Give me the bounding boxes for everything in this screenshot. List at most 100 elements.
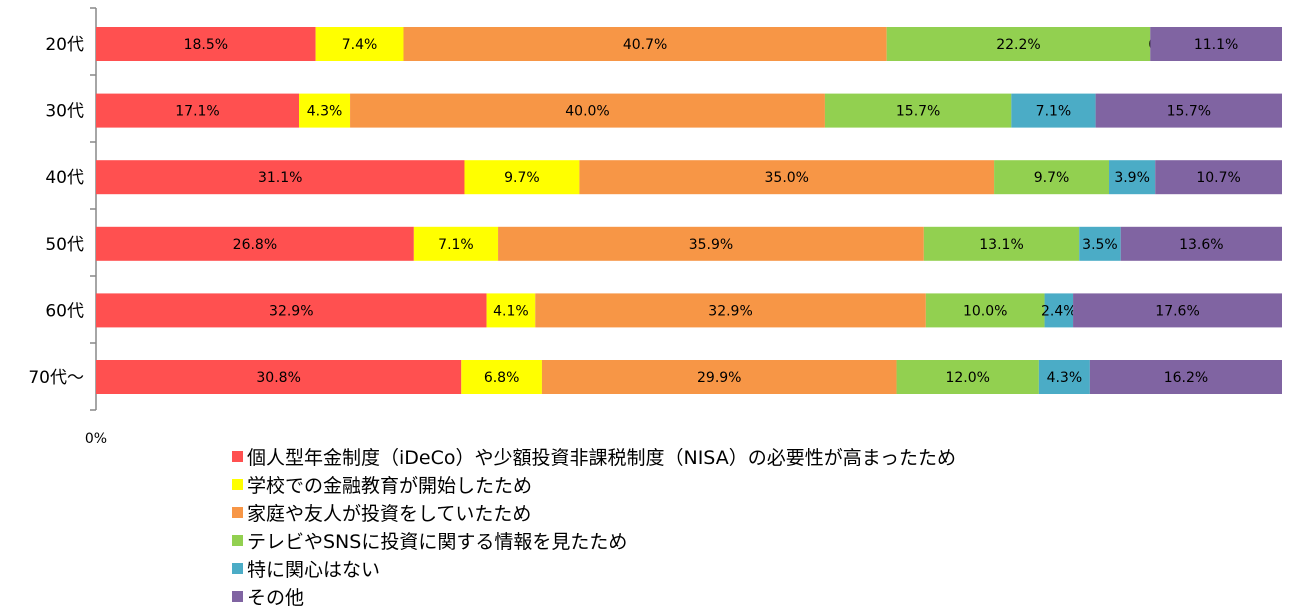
data-label-4-1: 4.1% [493, 303, 529, 319]
bar-segment-3-5 [1120, 226, 1282, 261]
data-label-5-1: 6.8% [484, 370, 520, 386]
bar-segment-3-4 [1079, 226, 1121, 261]
bar-segment-5-4 [1038, 360, 1090, 394]
bar-segment-2-1 [464, 160, 580, 195]
bar-segment-4-0 [96, 293, 487, 328]
bar-segment-3-1 [413, 226, 499, 261]
legend-item-4: 特に関心はない [232, 554, 956, 582]
legend-label-3: テレビやSNSに投資に関する情報を見たため [247, 530, 628, 553]
legend-swatch-0 [232, 450, 243, 462]
bar-segment-2-3 [994, 160, 1110, 195]
bar-segment-5-3 [896, 360, 1039, 394]
category-label-4: 60代 [45, 301, 84, 321]
legend-label-5: その他 [247, 586, 305, 609]
bar-segment-2-4 [1109, 160, 1156, 195]
x-tick-label-0: 0% [85, 431, 107, 447]
data-label-4-5: 17.6% [1155, 303, 1199, 319]
data-label-3-0: 26.8% [233, 237, 277, 253]
data-label-1-4: 7.1% [1036, 104, 1072, 120]
legend-swatch-3 [232, 534, 243, 546]
bar-segment-1-1 [299, 93, 351, 128]
bar-segment-1-3 [824, 93, 1012, 128]
data-label-3-1: 7.1% [438, 237, 474, 253]
legend-label-4: 特に関心はない [247, 558, 381, 581]
data-label-2-0: 31.1% [258, 170, 302, 186]
data-label-3-3: 13.1% [979, 237, 1023, 253]
legend-swatch-2 [232, 506, 243, 518]
bar-segment-3-3 [923, 226, 1080, 261]
legend-swatch-5 [232, 590, 243, 602]
bar-segment-4-2 [535, 293, 926, 328]
data-label-1-3: 15.7% [896, 104, 940, 120]
data-label-5-3: 12.0% [945, 370, 989, 386]
category-labels: 20代 30代 40代 50代 60代 70代～ [28, 35, 84, 388]
data-label-4-3: 10.0% [963, 303, 1007, 319]
bar-segment-5-5 [1089, 360, 1282, 394]
bar-segment-5-0 [96, 360, 462, 394]
data-label-5-2: 29.9% [697, 370, 741, 386]
data-label-3-5: 13.6% [1179, 237, 1223, 253]
data-label-2-1: 9.7% [504, 170, 540, 186]
data-label-3-2: 35.9% [689, 237, 733, 253]
category-label-0: 20代 [45, 35, 84, 55]
legend-label-0: 個人型年金制度（iDeCo）や少額投資非課税制度（NISA）の必要性が高まったた… [247, 446, 956, 469]
bar-segment-1-2 [350, 93, 825, 128]
y-axis-ticks [90, 7, 96, 411]
bar-segment-4-1 [486, 293, 536, 328]
bar-segment-3-2 [498, 226, 924, 261]
data-label-2-2: 35.0% [765, 170, 809, 186]
bar-segment-4-4 [1044, 293, 1074, 328]
data-label-5-5: 16.2% [1164, 370, 1208, 386]
legend-label-2: 家庭や友人が投資をしていたため [247, 502, 532, 525]
category-label-3: 50代 [45, 235, 84, 255]
legend-item-3: テレビやSNSに投資に関する情報を見たため [232, 526, 956, 554]
data-label-4-2: 32.9% [708, 303, 752, 319]
bar-segment-0-3 [886, 27, 1151, 61]
bars-group: 18.5%7.4%40.7%22.2%0.0%11.1%17.1%4.3%40.… [96, 27, 1282, 394]
legend: 個人型年金制度（iDeCo）や少額投資非課税制度（NISA）の必要性が高まったた… [232, 442, 956, 610]
bar-segment-0-1 [315, 27, 404, 61]
data-label-1-1: 4.3% [307, 104, 343, 120]
bar-segment-1-4 [1011, 93, 1096, 128]
data-label-1-2: 40.0% [565, 104, 609, 120]
data-label-0-3: 22.2% [996, 37, 1040, 53]
bar-segment-1-0 [96, 93, 300, 128]
legend-label-1: 学校での金融教育が開始したため [247, 474, 533, 497]
data-label-4-4: 2.4% [1041, 303, 1077, 319]
data-label-0-1: 7.4% [342, 37, 378, 53]
bar-segment-4-5 [1073, 293, 1282, 328]
bar-segment-2-5 [1155, 160, 1282, 195]
bar-segment-3-0 [96, 226, 414, 261]
bar-segment-2-0 [96, 160, 465, 195]
bar-segment-0-2 [403, 27, 887, 61]
data-label-1-5: 15.7% [1167, 104, 1211, 120]
category-label-5: 70代～ [28, 368, 84, 388]
bar-segment-4-3 [925, 293, 1045, 328]
data-label-0-5: 11.1% [1194, 37, 1238, 53]
bar-segment-0-5 [1150, 27, 1282, 61]
data-label-2-3: 9.7% [1034, 170, 1070, 186]
legend-swatch-4 [232, 562, 243, 574]
legend-item-0: 個人型年金制度（iDeCo）や少額投資非課税制度（NISA）の必要性が高まったた… [232, 442, 956, 470]
bar-segment-5-1 [461, 360, 542, 394]
bar-segment-2-2 [579, 160, 995, 195]
category-label-2: 40代 [45, 168, 84, 188]
data-label-0-0: 18.5% [184, 37, 228, 53]
legend-item-5: その他 [232, 582, 956, 610]
category-label-1: 30代 [45, 102, 84, 122]
data-label-2-5: 10.7% [1196, 170, 1240, 186]
bar-segment-0-0 [96, 27, 316, 61]
data-label-3-4: 3.5% [1082, 237, 1118, 253]
data-label-4-0: 32.9% [269, 303, 313, 319]
bar-segment-5-2 [541, 360, 897, 394]
bar-segment-1-5 [1095, 93, 1282, 128]
legend-item-2: 家庭や友人が投資をしていたため [232, 498, 956, 526]
data-label-5-0: 30.8% [256, 370, 300, 386]
legend-swatch-1 [232, 478, 243, 490]
data-label-0-2: 40.7% [623, 37, 667, 53]
data-label-5-4: 4.3% [1047, 370, 1083, 386]
data-label-2-4: 3.9% [1114, 170, 1150, 186]
legend-item-1: 学校での金融教育が開始したため [232, 470, 956, 498]
data-label-1-0: 17.1% [175, 104, 219, 120]
